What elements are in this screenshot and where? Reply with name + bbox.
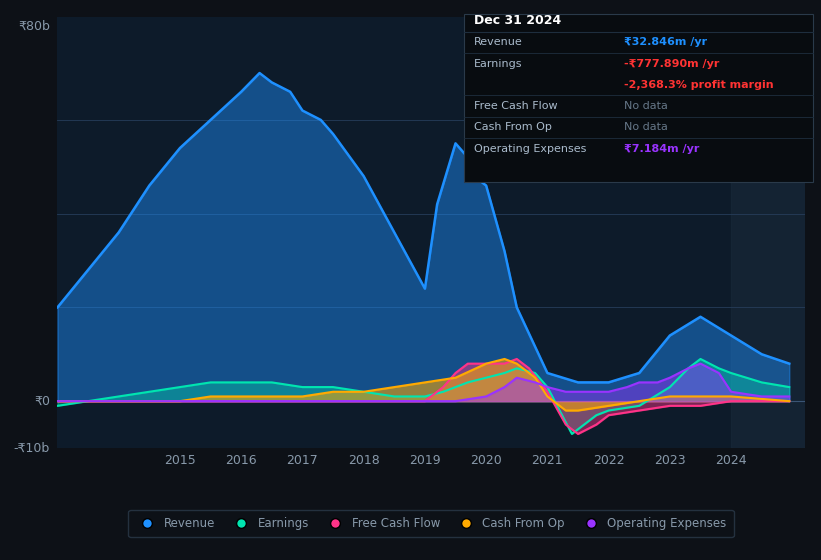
Text: -2,368.3% profit margin: -2,368.3% profit margin (624, 80, 773, 90)
Text: ₹32.846m /yr: ₹32.846m /yr (624, 38, 707, 48)
Text: Dec 31 2024: Dec 31 2024 (474, 14, 561, 27)
Text: -₹10b: -₹10b (14, 441, 50, 455)
Text: Operating Expenses: Operating Expenses (474, 144, 586, 154)
Text: -₹777.890m /yr: -₹777.890m /yr (624, 59, 719, 69)
Text: No data: No data (624, 123, 667, 133)
Text: No data: No data (624, 101, 667, 111)
Text: Free Cash Flow: Free Cash Flow (474, 101, 557, 111)
Text: ₹7.184m /yr: ₹7.184m /yr (624, 144, 699, 154)
Text: ₹0: ₹0 (34, 395, 50, 408)
Text: Revenue: Revenue (474, 38, 522, 48)
Bar (731, 17, 805, 448)
Text: Cash From Op: Cash From Op (474, 123, 552, 133)
Text: ₹80b: ₹80b (18, 20, 50, 32)
Text: Earnings: Earnings (474, 59, 522, 69)
Legend: Revenue, Earnings, Free Cash Flow, Cash From Op, Operating Expenses: Revenue, Earnings, Free Cash Flow, Cash … (128, 510, 734, 537)
